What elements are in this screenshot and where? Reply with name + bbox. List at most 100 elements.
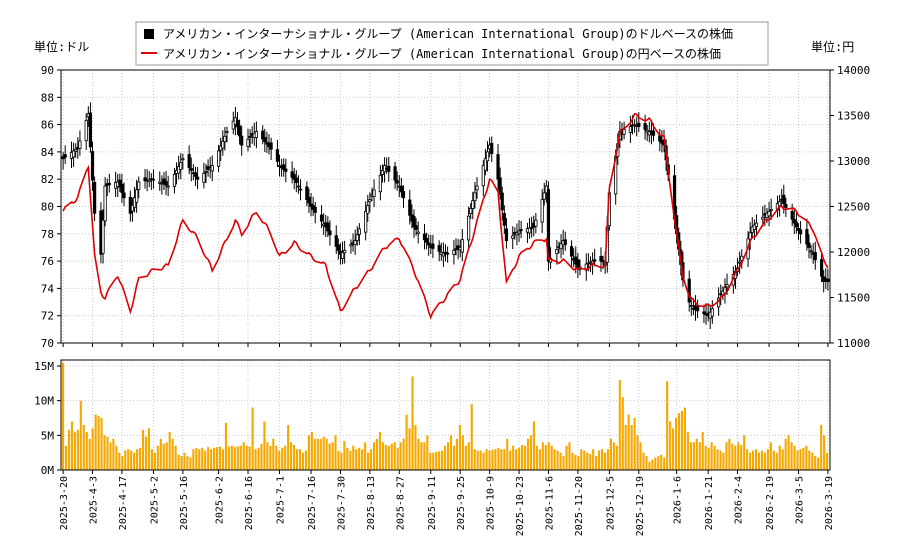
candle-body [761, 216, 765, 220]
volume-axis: 15M 10M 5M 0M [34, 360, 61, 477]
volume-bar [355, 449, 358, 470]
x-tick-label: 2026-3-19 [824, 476, 835, 530]
volume-bar [153, 452, 156, 470]
volume-bar [399, 442, 402, 470]
volume-bar [319, 438, 322, 470]
candle-body [240, 135, 244, 146]
volume-bar [600, 449, 604, 470]
volume-bar [106, 436, 109, 470]
volume-bar [118, 452, 121, 470]
candle-body [210, 165, 214, 172]
y-left-tick-label: 72 [41, 310, 54, 323]
volume-bar [523, 445, 527, 470]
volume-bar [814, 456, 817, 470]
volume-bar [73, 431, 76, 470]
candle-body [412, 216, 416, 228]
candle-body [511, 235, 515, 239]
candle-body [88, 112, 93, 148]
candle-body [195, 176, 200, 180]
volume-bar [532, 421, 535, 470]
candle-body [120, 183, 124, 193]
y-right-tick-label: 12500 [837, 201, 870, 214]
volume-bar [698, 442, 701, 470]
volume-bar [752, 450, 755, 470]
volume-bar [589, 454, 592, 470]
volume-bar [402, 438, 405, 470]
volume-bar [390, 443, 393, 470]
volume-bar [322, 436, 325, 470]
candle-body [483, 158, 488, 171]
volume-bar [651, 459, 654, 470]
volume-bar [272, 438, 275, 470]
volume-bar [372, 442, 376, 470]
volume-bar [408, 428, 411, 470]
candle-body [515, 232, 519, 236]
volume-bar [802, 447, 805, 470]
volume-bar [405, 414, 408, 470]
candle-body [130, 205, 135, 212]
candle-body [408, 199, 412, 216]
candle-body [246, 138, 250, 147]
volume-bar [775, 452, 778, 470]
volume-bar [337, 450, 340, 470]
candle-body [187, 154, 191, 168]
volume-bar [642, 452, 645, 470]
volume-bar [109, 442, 112, 470]
volume-bar [115, 445, 118, 470]
x-tick-label: 2025-11-20 [574, 476, 585, 536]
candle-body [387, 165, 391, 172]
volume-bar [284, 445, 287, 470]
volume-bar [367, 452, 370, 470]
volume-bar [672, 428, 675, 470]
volume-bar [704, 445, 707, 470]
x-tick-label: 2026-1-6 [673, 476, 684, 524]
volume-bar [310, 431, 313, 470]
volume-bar [663, 457, 666, 470]
volume-bar [660, 454, 663, 470]
candle-body [326, 222, 330, 232]
volume-bar [571, 452, 574, 470]
volume-bar [334, 435, 337, 470]
volume-tick-label: 15M [34, 360, 54, 373]
y-right-tick-label: 13500 [837, 110, 870, 123]
candle-body [555, 248, 559, 255]
volume-bar [444, 445, 447, 470]
candle-body [328, 230, 332, 236]
volume-bar [577, 456, 580, 470]
volume-bar [221, 449, 225, 470]
volume-bar [710, 442, 713, 470]
candle-body [254, 131, 259, 138]
volume-bar [393, 442, 396, 470]
candle-body [628, 126, 632, 133]
candle-body [72, 150, 76, 158]
volume-bar [64, 445, 68, 470]
x-tick-label: 2025-7-30 [336, 476, 347, 530]
candle-body [540, 199, 544, 223]
volume-bar [473, 449, 476, 470]
candle-body [284, 168, 288, 172]
candle-body [237, 125, 242, 137]
y-left-tick-label: 70 [41, 337, 54, 350]
candle-body [559, 243, 563, 250]
candle-body [313, 207, 317, 213]
x-tick-label: 2025-5-2 [149, 476, 160, 524]
x-tick-label: 2025-4-17 [118, 476, 129, 530]
candle-body [696, 306, 700, 312]
candle-body [725, 284, 729, 288]
candle-body [231, 120, 235, 130]
y-left-tick-label: 86 [41, 119, 54, 132]
candle-body [819, 259, 824, 277]
volume-bar [260, 443, 263, 470]
volume-bar [266, 442, 269, 470]
volume-bar [544, 445, 547, 470]
volume-bar [464, 445, 467, 470]
volume-bar [213, 447, 216, 470]
volume-bar [482, 452, 485, 470]
price-plot-frame [60, 69, 831, 344]
volume-bar [648, 461, 651, 470]
volume-bar [278, 450, 281, 470]
volume-bar [417, 438, 420, 470]
volume-bar [165, 442, 168, 470]
volume-bar [230, 445, 233, 470]
